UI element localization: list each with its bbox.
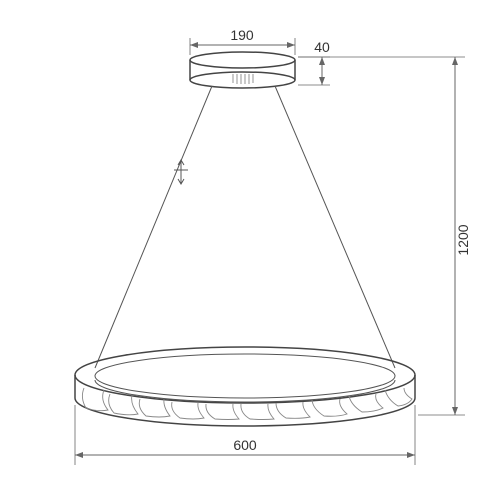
dim-ring-diameter-label: 600 bbox=[233, 437, 257, 453]
dim-canopy-height-label: 40 bbox=[314, 39, 330, 55]
dimension-drawing: 190 40 1200 600 bbox=[0, 0, 500, 500]
dim-drop-height: 1200 bbox=[298, 57, 471, 415]
dim-canopy-height: 40 bbox=[298, 39, 330, 85]
dim-canopy-width-label: 190 bbox=[230, 27, 254, 43]
ring-pattern bbox=[82, 388, 412, 420]
dim-canopy-width: 190 bbox=[190, 27, 295, 55]
canopy bbox=[190, 52, 295, 88]
dim-ring-diameter: 600 bbox=[75, 405, 415, 465]
ring-light bbox=[75, 347, 415, 426]
suspension-cables bbox=[95, 86, 395, 368]
dim-drop-height-label: 1200 bbox=[455, 224, 471, 255]
